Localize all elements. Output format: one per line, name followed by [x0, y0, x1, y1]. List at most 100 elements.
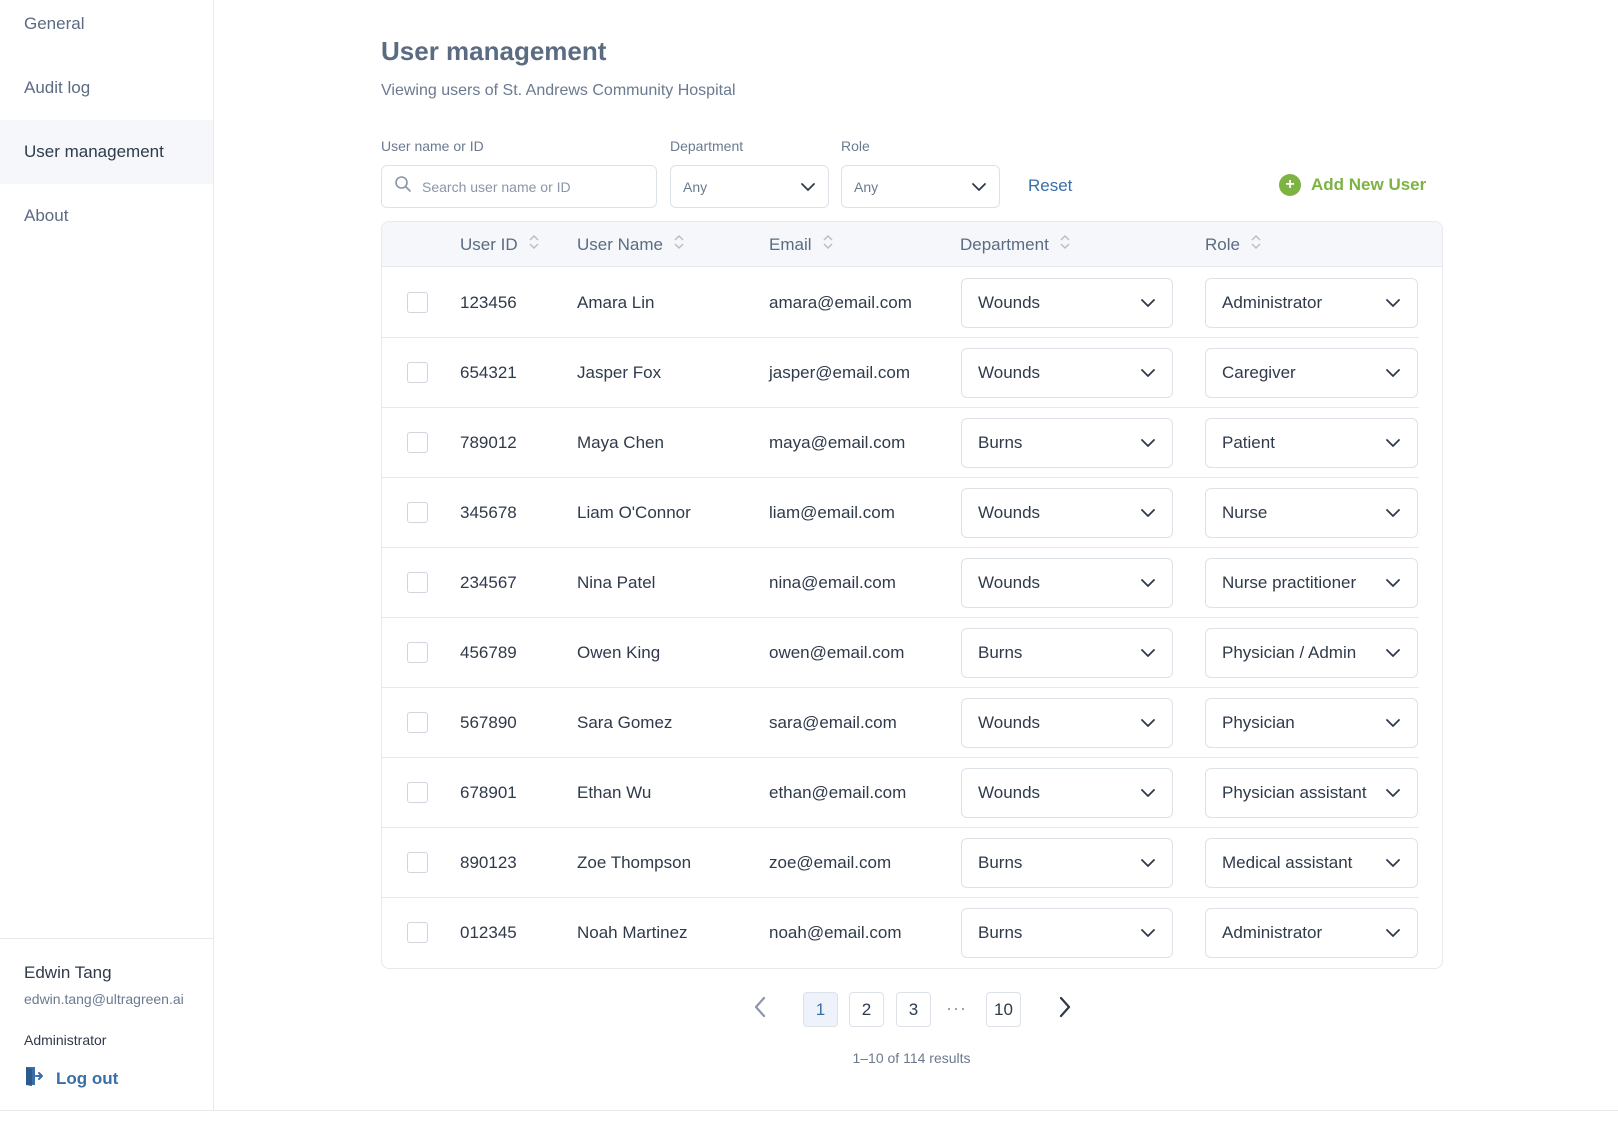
prev-page-button[interactable] — [742, 992, 777, 1027]
page-button-1[interactable]: 1 — [803, 992, 838, 1027]
column-label: Email — [769, 234, 812, 254]
user-name-cell: Noah Martinez — [577, 923, 688, 942]
role-select[interactable]: Nurse practitioner — [1205, 558, 1418, 608]
role-select[interactable]: Administrator — [1205, 278, 1418, 328]
department-select[interactable]: Wounds — [961, 278, 1173, 328]
user-name-cell: Jasper Fox — [577, 363, 662, 382]
role-value: Caregiver — [1222, 363, 1296, 382]
role-select[interactable]: Physician — [1205, 698, 1418, 748]
chevron-down-icon — [1140, 853, 1156, 873]
email-cell: zoe@email.com — [769, 853, 892, 872]
chevron-down-icon — [1385, 853, 1401, 873]
row-checkbox[interactable] — [407, 852, 428, 873]
department-select[interactable]: Burns — [961, 838, 1173, 888]
sort-icon — [1059, 233, 1071, 256]
users-table: User ID User Name Email Department Role … — [381, 221, 1443, 969]
role-select[interactable]: Nurse — [1205, 488, 1418, 538]
role-select[interactable]: Physician assistant — [1205, 768, 1418, 818]
chevron-down-icon — [1140, 363, 1156, 383]
role-value: Physician assistant — [1222, 783, 1367, 802]
chevron-down-icon — [1140, 923, 1156, 943]
department-select[interactable]: Wounds — [961, 698, 1173, 748]
sort-icon — [1250, 233, 1262, 256]
role-value: Administrator — [1222, 923, 1323, 942]
role-value: Patient — [1222, 433, 1275, 452]
search-label: User name or ID — [381, 138, 484, 154]
sidebar-item-user-management[interactable]: User management — [0, 120, 213, 184]
chevron-down-icon — [1385, 433, 1401, 453]
department-select[interactable]: Burns — [961, 628, 1173, 678]
role-select[interactable]: Administrator — [1205, 908, 1418, 958]
department-value: Wounds — [978, 713, 1041, 732]
column-label: User ID — [460, 234, 518, 254]
row-checkbox[interactable] — [407, 642, 428, 663]
column-header-email[interactable]: Email — [769, 222, 834, 267]
sidebar: General Audit log User management About … — [0, 0, 214, 1110]
add-new-user-label: Add New User — [1311, 175, 1427, 194]
user-id-cell: 654321 — [460, 363, 517, 382]
sort-icon — [673, 233, 685, 256]
sidebar-item-audit-log[interactable]: Audit log — [0, 56, 213, 120]
next-page-button[interactable] — [1047, 992, 1082, 1027]
department-value: Wounds — [978, 363, 1041, 382]
email-cell: amara@email.com — [769, 293, 912, 312]
sidebar-item-general[interactable]: General — [0, 0, 213, 56]
current-user-name: Edwin Tang — [24, 963, 112, 982]
row-checkbox[interactable] — [407, 712, 428, 733]
page-button-10[interactable]: 10 — [986, 992, 1021, 1027]
column-header-user-name[interactable]: User Name — [577, 222, 685, 267]
department-select[interactable]: Wounds — [961, 488, 1173, 538]
user-name-cell: Ethan Wu — [577, 783, 652, 802]
reset-button[interactable]: Reset — [1028, 176, 1073, 195]
department-select[interactable]: Burns — [961, 418, 1173, 468]
page-button-3[interactable]: 3 — [896, 992, 931, 1027]
department-select[interactable]: Wounds — [961, 768, 1173, 818]
sidebar-item-label: Audit log — [24, 78, 91, 97]
row-checkbox[interactable] — [407, 292, 428, 313]
chevron-right-icon — [1058, 996, 1072, 1023]
table-row: 789012 Maya Chen maya@email.com Burns Pa… — [382, 408, 1419, 478]
role-filter-select[interactable]: Any — [841, 165, 1000, 208]
row-checkbox[interactable] — [407, 782, 428, 803]
chevron-down-icon — [1140, 433, 1156, 453]
role-select[interactable]: Physician / Admin — [1205, 628, 1418, 678]
row-checkbox[interactable] — [407, 362, 428, 383]
page-title: User management — [381, 36, 607, 66]
chevron-down-icon — [1140, 713, 1156, 733]
row-checkbox[interactable] — [407, 572, 428, 593]
table-row: 012345 Noah Martinez noah@email.com Burn… — [382, 898, 1419, 968]
user-name-cell: Nina Patel — [577, 573, 656, 592]
row-checkbox[interactable] — [407, 502, 428, 523]
row-checkbox[interactable] — [407, 922, 428, 943]
role-select[interactable]: Medical assistant — [1205, 838, 1418, 888]
logout-icon — [24, 1065, 44, 1092]
department-value: Wounds — [978, 573, 1041, 592]
role-select[interactable]: Caregiver — [1205, 348, 1418, 398]
department-select[interactable]: Wounds — [961, 348, 1173, 398]
page-button-2[interactable]: 2 — [849, 992, 884, 1027]
search-field — [381, 165, 657, 208]
user-name-cell: Maya Chen — [577, 433, 664, 452]
email-cell: jasper@email.com — [769, 363, 911, 382]
chevron-down-icon — [1140, 503, 1156, 523]
email-cell: noah@email.com — [769, 923, 902, 942]
department-filter-select[interactable]: Any — [670, 165, 829, 208]
column-header-department[interactable]: Department — [960, 222, 1071, 267]
department-select[interactable]: Wounds — [961, 558, 1173, 608]
chevron-down-icon — [1385, 713, 1401, 733]
department-select[interactable]: Burns — [961, 908, 1173, 958]
department-filter-value: Any — [683, 178, 708, 195]
search-input[interactable] — [422, 178, 642, 195]
role-select[interactable]: Patient — [1205, 418, 1418, 468]
sidebar-item-about[interactable]: About — [0, 184, 213, 248]
row-checkbox[interactable] — [407, 432, 428, 453]
user-id-cell: 123456 — [460, 293, 517, 312]
add-new-user-button[interactable]: + Add New User — [1279, 174, 1426, 196]
column-header-role[interactable]: Role — [1205, 222, 1262, 267]
column-header-user-id[interactable]: User ID — [460, 222, 540, 267]
logout-button[interactable]: Log out — [24, 1065, 118, 1092]
user-id-cell: 890123 — [460, 853, 517, 872]
user-name-cell: Owen King — [577, 643, 661, 662]
user-id-cell: 678901 — [460, 783, 517, 802]
sort-icon — [822, 233, 834, 256]
